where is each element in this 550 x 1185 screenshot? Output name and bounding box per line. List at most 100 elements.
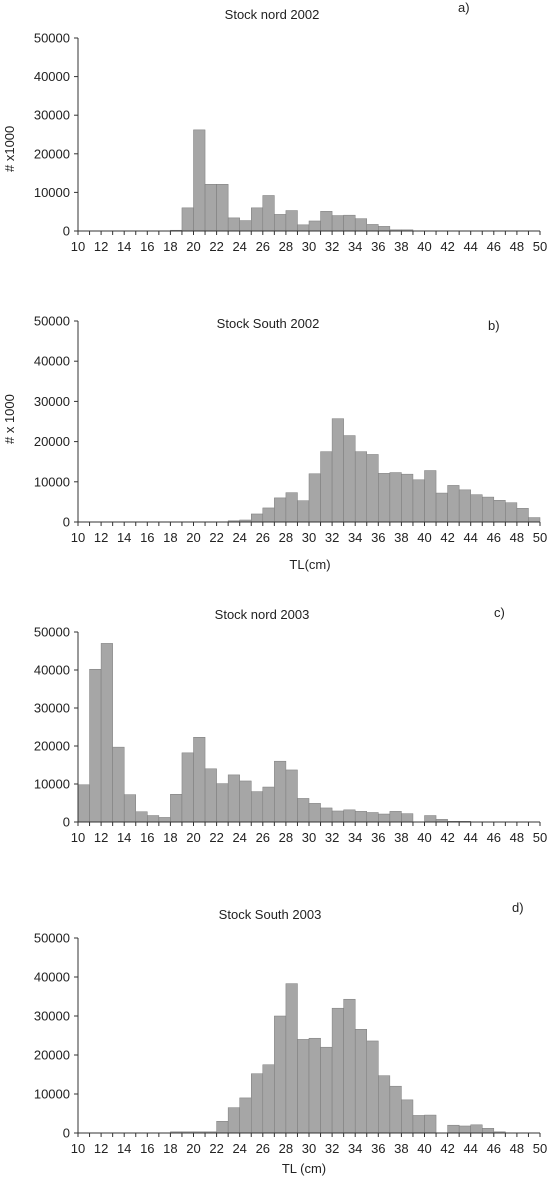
bar-12 — [100, 643, 113, 823]
bar-30 — [308, 473, 321, 523]
bar-26 — [262, 786, 275, 823]
x-tick-label: 20 — [186, 830, 200, 845]
x-tick-label: 30 — [302, 239, 316, 254]
bar-38 — [401, 813, 414, 823]
y-tick-label: 0 — [63, 815, 70, 830]
x-tick-label: 40 — [417, 530, 431, 545]
x-tick-label: 10 — [71, 1141, 85, 1156]
x-tick-label: 22 — [209, 1141, 223, 1156]
x-tick-label: 32 — [325, 830, 339, 845]
x-tick-label: 36 — [371, 830, 385, 845]
bar-32 — [331, 418, 344, 523]
x-tick-label: 44 — [463, 1141, 477, 1156]
x-tick-label: 26 — [256, 1141, 270, 1156]
bar-31 — [320, 807, 333, 823]
bar-31 — [320, 451, 333, 523]
bar-33 — [343, 435, 356, 523]
y-tick-label: 30000 — [34, 394, 70, 409]
bar-34 — [354, 1029, 368, 1134]
bar-34 — [354, 451, 368, 523]
bar-25 — [251, 513, 264, 523]
bar-18 — [170, 794, 183, 823]
x-tick-label: 48 — [510, 830, 524, 845]
x-tick-label: 46 — [487, 1141, 501, 1156]
x-tick-label: 48 — [510, 530, 524, 545]
bar-29 — [297, 224, 310, 232]
y-tick-label: 10000 — [34, 1087, 70, 1102]
bar-27 — [274, 1015, 287, 1134]
x-tick-label: 38 — [394, 830, 408, 845]
bar-34 — [354, 811, 368, 823]
y-tick-label: 50000 — [34, 31, 70, 46]
bar-23 — [227, 217, 240, 232]
chart-panel-stock-south-2002: Stock South 2002 b) # x 1000 TL(cm) 0 100… — [0, 296, 550, 586]
y-tick-label: 40000 — [34, 663, 70, 678]
bar-43 — [458, 489, 471, 523]
x-tick-label: 16 — [140, 1141, 154, 1156]
bar-27 — [274, 497, 287, 523]
y-tick-label: 40000 — [34, 970, 70, 985]
bar-30 — [308, 803, 321, 823]
x-tick-label: 20 — [186, 239, 200, 254]
y-tick-label: 40000 — [34, 69, 70, 84]
x-tick-label: 30 — [302, 1141, 316, 1156]
bar-28 — [285, 769, 298, 823]
bar-16 — [147, 815, 160, 823]
x-tick-label: 34 — [348, 830, 362, 845]
y-tick-label: 10000 — [34, 185, 70, 200]
chart-plot: 0 10000 20000 30000 40000 50000 10 12 14 16 18 20 22… — [34, 314, 547, 546]
panel-letter: d) — [512, 900, 524, 915]
bar-37 — [389, 1085, 402, 1134]
x-tick-label: 40 — [417, 239, 431, 254]
y-tick-label: 20000 — [34, 434, 70, 449]
chart-panel-stock-south-2003: Stock South 2003 d) TL (cm) 0 10000 20000 3… — [0, 899, 550, 1185]
y-tick-label: 0 — [63, 224, 70, 239]
bar-22 — [216, 783, 229, 823]
x-tick-label: 24 — [232, 830, 246, 845]
bar-32 — [331, 215, 344, 232]
bar-49 — [528, 517, 541, 523]
bar-44 — [470, 494, 483, 523]
bar-47 — [505, 502, 518, 523]
bar-20 — [193, 737, 206, 823]
x-tick-label: 10 — [71, 830, 85, 845]
x-tick-label: 42 — [440, 530, 454, 545]
y-tick-label: 30000 — [34, 701, 70, 716]
bar-22 — [216, 184, 229, 232]
chart-panel-stock-nord-2002: Stock nord 2002 a) # x1000 0 10000 20000 30… — [0, 0, 550, 270]
x-tick-label: 24 — [232, 530, 246, 545]
x-axis-label: TL (cm) — [281, 1161, 327, 1176]
bar-28 — [285, 983, 298, 1134]
chart-panel-stock-nord-2003: Stock nord 2003 c) 0 10000 20000 30000 40000… — [0, 604, 550, 864]
bar-35 — [366, 1040, 379, 1134]
x-tick-label: 34 — [348, 239, 362, 254]
bar-19 — [181, 207, 194, 232]
bar-25 — [251, 791, 264, 823]
bar-10 — [77, 784, 90, 823]
bar-30 — [308, 1037, 321, 1134]
bar-14 — [123, 794, 136, 823]
bar-11 — [89, 668, 102, 823]
x-tick-label: 42 — [440, 239, 454, 254]
bar-17 — [158, 817, 171, 823]
bar-31 — [320, 211, 333, 232]
bar-27 — [274, 214, 287, 232]
bar-28 — [285, 210, 298, 232]
x-tick-label: 14 — [117, 239, 131, 254]
bar-36 — [378, 473, 391, 523]
x-tick-label: 32 — [325, 530, 339, 545]
y-tick-label: 20000 — [34, 1048, 70, 1063]
bar-39 — [412, 479, 425, 523]
bar-35 — [366, 454, 379, 523]
chart-plot: 0 10000 20000 30000 40000 50000 10 12 14 16 18 20 22… — [34, 31, 547, 255]
x-tick-label: 34 — [348, 530, 362, 545]
bar-24 — [239, 780, 252, 823]
x-tick-label: 42 — [440, 1141, 454, 1156]
bar-36 — [378, 813, 391, 823]
x-tick-label: 10 — [71, 239, 85, 254]
x-tick-label: 46 — [487, 530, 501, 545]
x-tick-label: 18 — [163, 830, 177, 845]
x-tick-label: 20 — [186, 1141, 200, 1156]
x-tick-label: 28 — [279, 239, 293, 254]
x-tick-label: 36 — [371, 239, 385, 254]
